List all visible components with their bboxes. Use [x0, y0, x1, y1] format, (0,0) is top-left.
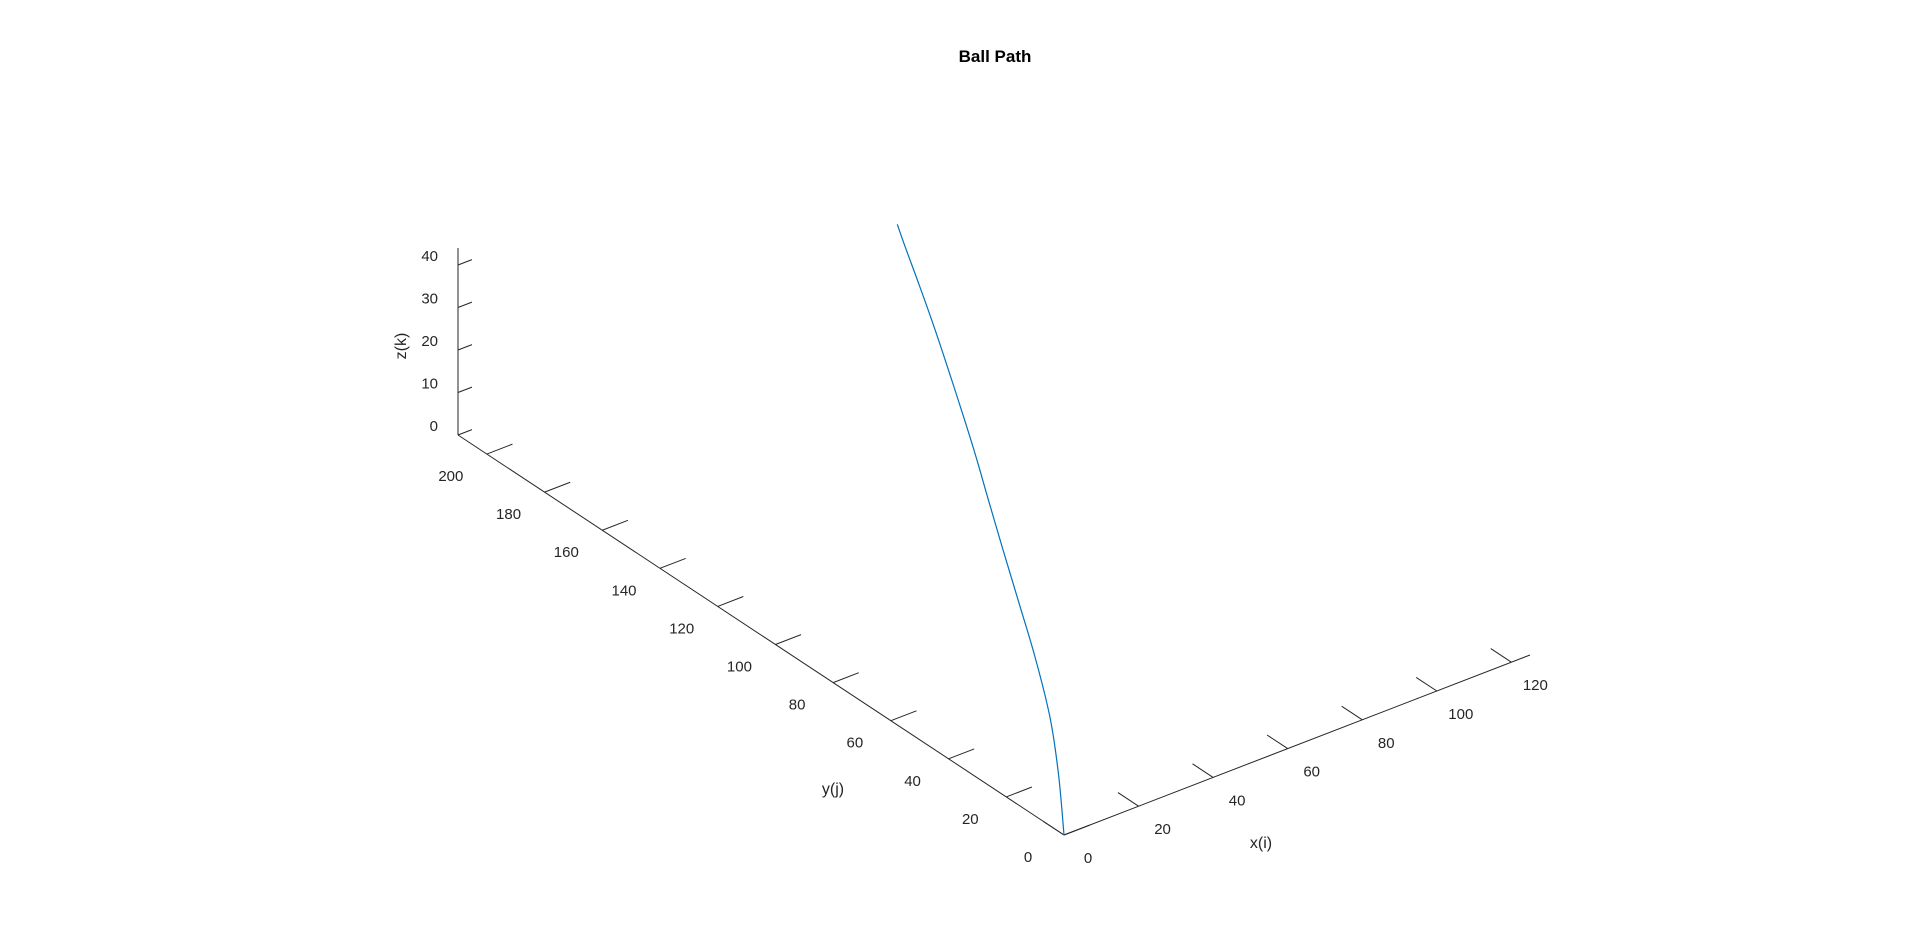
z-axis-label: z(k)	[393, 333, 410, 360]
x-tick-mark	[1490, 648, 1512, 663]
y-tick-mark	[1063, 824, 1090, 836]
chart-title: Ball Path	[959, 47, 1032, 66]
y-tick-mark	[890, 710, 917, 722]
z-tick-label: 40	[421, 248, 438, 265]
x-tick-mark	[1341, 705, 1363, 721]
x-tick-label: 60	[1303, 764, 1320, 781]
x-axis-label: x(i)	[1250, 835, 1272, 852]
z-tick-label: 0	[430, 418, 438, 435]
x-tick-mark	[1266, 734, 1288, 750]
y-tick-label: 0	[1024, 849, 1032, 866]
axes	[457, 248, 1531, 836]
x-tick-mark	[1192, 763, 1214, 778]
y-tick-label: 100	[727, 659, 752, 676]
x-tick-label: 0	[1084, 850, 1092, 867]
y-tick-label: 80	[789, 697, 806, 714]
x-tick-label: 120	[1523, 677, 1548, 694]
z-tick-mark	[457, 429, 473, 436]
y-tick-mark	[832, 672, 859, 684]
z-tick-mark	[457, 301, 473, 308]
x-tick-label: 100	[1448, 706, 1473, 723]
y-tick-label: 200	[438, 468, 463, 485]
x-tick-label: 20	[1154, 821, 1171, 838]
y-tick-label: 40	[904, 773, 921, 790]
y-tick-label: 180	[496, 506, 521, 523]
axis-ticks: 0204060801001200204060801001201401601802…	[421, 248, 1548, 867]
y-tick-mark	[659, 557, 686, 569]
y-tick-mark	[1006, 786, 1033, 798]
z-tick-mark	[457, 344, 473, 351]
z-tick-mark	[457, 386, 473, 393]
y-tick-mark	[775, 634, 802, 645]
y-axis-line	[457, 434, 1065, 836]
y-tick-mark	[602, 519, 629, 531]
z-tick-mark	[457, 259, 473, 266]
y-tick-mark	[948, 748, 975, 760]
x-tick-mark	[1117, 792, 1139, 807]
z-tick-label: 10	[421, 376, 438, 393]
y-tick-label: 120	[669, 620, 694, 637]
x-axis-line	[1063, 654, 1531, 836]
y-tick-mark	[486, 443, 513, 455]
x-tick-mark	[1415, 676, 1438, 692]
data-series	[896, 224, 1065, 836]
x-tick-mark	[1043, 820, 1065, 836]
z-tick-label: 20	[421, 333, 438, 350]
y-tick-label: 140	[611, 582, 636, 599]
x-tick-label: 80	[1378, 735, 1395, 752]
y-tick-label: 160	[554, 544, 579, 561]
y-tick-mark	[544, 481, 571, 493]
y-tick-label: 20	[962, 811, 979, 828]
x-tick-label: 40	[1229, 792, 1246, 809]
y-axis-label: y(j)	[822, 781, 844, 798]
ball-path-line	[896, 224, 1065, 836]
y-tick-mark	[717, 596, 744, 607]
y-tick-label: 60	[847, 735, 864, 752]
z-tick-label: 30	[421, 291, 438, 308]
